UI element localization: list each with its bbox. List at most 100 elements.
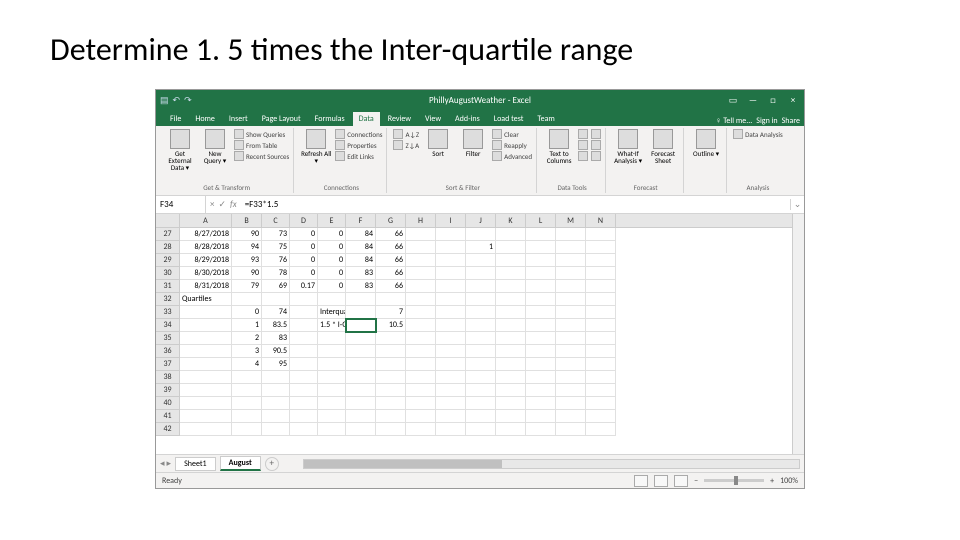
cell[interactable]: [376, 293, 406, 306]
cell[interactable]: [318, 345, 346, 358]
reapply-button[interactable]: Reapply: [492, 140, 532, 150]
cell[interactable]: [436, 267, 466, 280]
get-external-data-button[interactable]: Get External Data ▾: [164, 129, 196, 171]
cell[interactable]: [436, 410, 466, 423]
row-header[interactable]: 31: [156, 280, 180, 293]
cell[interactable]: [180, 319, 232, 332]
cell[interactable]: [556, 410, 586, 423]
cell[interactable]: [526, 280, 556, 293]
cell[interactable]: [436, 293, 466, 306]
cell[interactable]: 90.5: [262, 345, 290, 358]
cell[interactable]: [180, 384, 232, 397]
cell[interactable]: [436, 254, 466, 267]
cell[interactable]: [318, 332, 346, 345]
cell[interactable]: [496, 423, 526, 436]
sheet-tab-sheet1[interactable]: Sheet1: [175, 457, 216, 471]
cell[interactable]: [290, 319, 318, 332]
cell[interactable]: 84: [346, 254, 376, 267]
cell[interactable]: [180, 306, 232, 319]
cell[interactable]: 2: [232, 332, 262, 345]
col-header[interactable]: F: [346, 214, 376, 227]
filter-button[interactable]: Filter: [457, 129, 489, 157]
cell[interactable]: [586, 423, 616, 436]
cell[interactable]: [290, 293, 318, 306]
row-header[interactable]: 30: [156, 267, 180, 280]
cell[interactable]: [556, 332, 586, 345]
cell[interactable]: [290, 306, 318, 319]
vertical-scrollbar[interactable]: [792, 214, 804, 454]
cell[interactable]: [180, 397, 232, 410]
qat-undo-icon[interactable]: ↶: [173, 95, 181, 106]
share-button[interactable]: Share: [782, 116, 800, 126]
row-header[interactable]: 32: [156, 293, 180, 306]
cell[interactable]: 69: [262, 280, 290, 293]
cell[interactable]: [466, 397, 496, 410]
page-break-view-icon[interactable]: [674, 475, 688, 487]
tab-loadtest[interactable]: Load test: [488, 112, 530, 126]
horizontal-scrollbar[interactable]: [303, 459, 800, 469]
cell[interactable]: [556, 228, 586, 241]
cell[interactable]: [318, 423, 346, 436]
cell[interactable]: 78: [262, 267, 290, 280]
cell[interactable]: [262, 397, 290, 410]
cell[interactable]: [262, 371, 290, 384]
forecast-sheet-button[interactable]: Forecast Sheet: [647, 129, 679, 164]
cell[interactable]: [232, 371, 262, 384]
cell[interactable]: [526, 241, 556, 254]
consolidate-icon[interactable]: [591, 129, 601, 139]
row-header[interactable]: 29: [156, 254, 180, 267]
cell[interactable]: [526, 345, 556, 358]
cell[interactable]: [526, 423, 556, 436]
col-header[interactable]: I: [436, 214, 466, 227]
text-to-columns-button[interactable]: Text to Columns: [543, 129, 575, 164]
edit-links-button[interactable]: Edit Links: [335, 151, 382, 161]
cell[interactable]: [346, 410, 376, 423]
name-box[interactable]: F34: [156, 196, 206, 213]
tab-view[interactable]: View: [419, 112, 447, 126]
cell[interactable]: [526, 358, 556, 371]
cell[interactable]: Quartiles: [180, 293, 232, 306]
cell[interactable]: [346, 397, 376, 410]
cell[interactable]: 75: [262, 241, 290, 254]
cell[interactable]: [496, 332, 526, 345]
cell[interactable]: [436, 319, 466, 332]
cell[interactable]: [406, 293, 436, 306]
cell[interactable]: 0: [232, 306, 262, 319]
cell[interactable]: 8/30/2018: [180, 267, 232, 280]
cell[interactable]: [346, 332, 376, 345]
cell[interactable]: [556, 241, 586, 254]
data-val-icon[interactable]: [578, 151, 588, 161]
cell[interactable]: [586, 397, 616, 410]
whatif-button[interactable]: What-If Analysis ▾: [612, 129, 644, 164]
cell[interactable]: [526, 332, 556, 345]
cell[interactable]: 0: [290, 228, 318, 241]
cell[interactable]: [262, 384, 290, 397]
cell[interactable]: [526, 410, 556, 423]
cell[interactable]: [466, 410, 496, 423]
cell[interactable]: [180, 423, 232, 436]
cell[interactable]: [556, 267, 586, 280]
cell[interactable]: 0: [318, 254, 346, 267]
cell[interactable]: 3: [232, 345, 262, 358]
cell[interactable]: [556, 345, 586, 358]
row-header[interactable]: 38: [156, 371, 180, 384]
cell[interactable]: 84: [346, 228, 376, 241]
cell[interactable]: 66: [376, 267, 406, 280]
cell[interactable]: 0: [318, 280, 346, 293]
cell[interactable]: [262, 293, 290, 306]
ribbon-display-icon[interactable]: ▭: [726, 95, 740, 106]
cell[interactable]: [376, 345, 406, 358]
cell[interactable]: [556, 306, 586, 319]
cell[interactable]: [526, 228, 556, 241]
cell[interactable]: [496, 306, 526, 319]
cell[interactable]: [556, 384, 586, 397]
cell[interactable]: 76: [262, 254, 290, 267]
maximize-button[interactable]: □: [766, 95, 780, 106]
cell[interactable]: [290, 384, 318, 397]
sheet-nav-icon[interactable]: ◂ ▸: [160, 458, 171, 469]
cell[interactable]: 0: [290, 254, 318, 267]
col-header[interactable]: G: [376, 214, 406, 227]
cell[interactable]: [526, 397, 556, 410]
cell[interactable]: [526, 306, 556, 319]
tab-addins[interactable]: Add-ins: [449, 112, 486, 126]
